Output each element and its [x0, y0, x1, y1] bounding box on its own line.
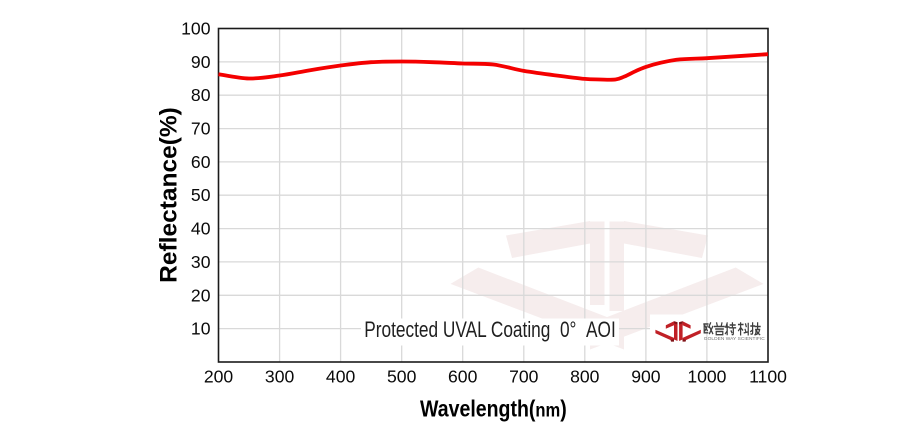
svg-text:600: 600 — [448, 367, 478, 387]
svg-text:50: 50 — [191, 185, 211, 205]
svg-text:200: 200 — [204, 367, 234, 387]
svg-text:Protected UVAL Coating 0° AO: Protected UVAL Coating 0° AOI — [364, 318, 616, 342]
svg-text:Wavelength(nm): Wavelength(nm) — [420, 396, 567, 422]
svg-text:1000: 1000 — [687, 367, 726, 387]
svg-text:30: 30 — [191, 252, 211, 272]
svg-text:1100: 1100 — [749, 367, 787, 387]
svg-text:60: 60 — [191, 152, 211, 172]
svg-text:700: 700 — [509, 367, 539, 387]
svg-text:90: 90 — [191, 52, 211, 72]
svg-text:40: 40 — [191, 219, 211, 239]
svg-text:Reflectance(%): Reflectance(%) — [156, 107, 183, 283]
svg-text:400: 400 — [326, 367, 356, 387]
svg-text:900: 900 — [631, 367, 661, 387]
svg-text:100: 100 — [181, 19, 211, 39]
svg-text:10: 10 — [191, 319, 211, 339]
svg-text:800: 800 — [570, 367, 600, 387]
svg-text:300: 300 — [265, 367, 295, 387]
svg-text:500: 500 — [387, 367, 417, 387]
svg-text:70: 70 — [191, 119, 211, 139]
svg-text:80: 80 — [191, 85, 211, 105]
svg-text:GOLDEN WAY SCIENTIFIC: GOLDEN WAY SCIENTIFIC — [704, 336, 765, 342]
svg-text:20: 20 — [191, 285, 211, 305]
